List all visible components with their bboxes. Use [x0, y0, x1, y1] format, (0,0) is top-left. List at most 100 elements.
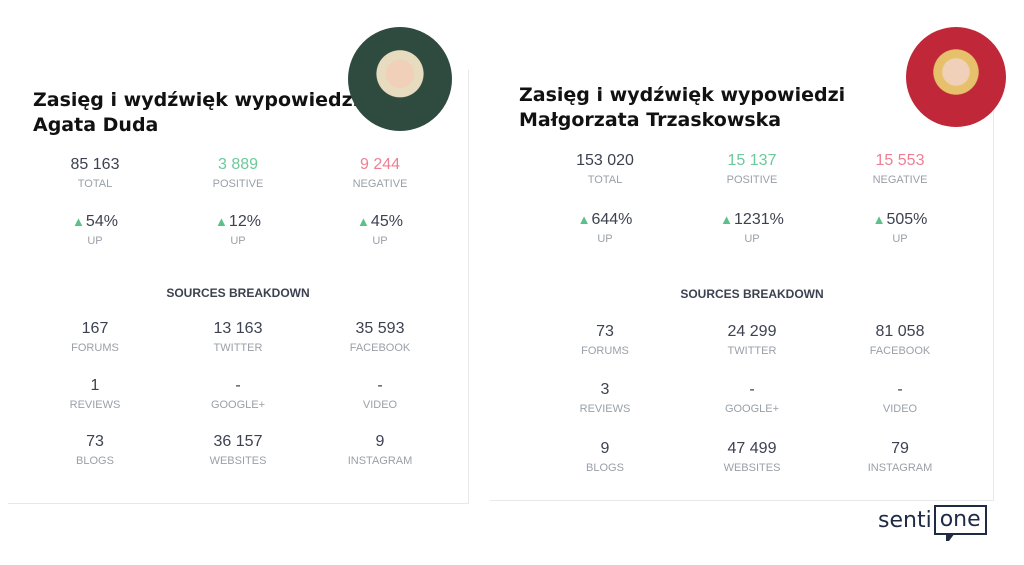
source-google-plus-value: - [168, 376, 308, 396]
source-facebook-number: 35 593 [355, 320, 405, 337]
source-twitter: 24 299 TWITTER [682, 322, 822, 358]
panel-title: Zasięg i wydźwięk wypowiedzi Małgorzata T… [519, 83, 845, 133]
source-reviews-value: 3 [535, 380, 675, 400]
source-google-plus-label: GOOGLE+ [210, 399, 266, 411]
stat-positive-number: 15 137 [727, 152, 777, 169]
source-google-plus-value: - [682, 380, 822, 400]
change-0-label: UP [597, 233, 613, 245]
source-twitter-number: 13 163 [213, 320, 263, 337]
stat-total-label: TOTAL [77, 178, 113, 190]
arrow-up-icon: ▲ [577, 212, 591, 227]
source-websites-number: 47 499 [727, 440, 777, 457]
arrow-up-icon: ▲ [215, 214, 228, 229]
source-google-plus-label: GOOGLE+ [724, 403, 780, 415]
source-video-label: VIDEO [362, 399, 398, 411]
change-0-value: ▲644% [535, 210, 675, 230]
stat-positive-label: POSITIVE [212, 178, 264, 190]
logo-text-box: one [939, 507, 981, 532]
source-instagram-value: 79 [830, 439, 970, 459]
source-reviews-number: 1 [90, 377, 100, 394]
stat-negative-number: 15 553 [875, 152, 925, 169]
panel-card-1 [490, 60, 994, 501]
source-websites: 47 499 WEBSITES [682, 439, 822, 475]
source-facebook: 81 058 FACEBOOK [830, 322, 970, 358]
arrow-up-icon: ▲ [872, 212, 886, 227]
change-1-label: UP [744, 233, 760, 245]
change-1-number: 12% [228, 213, 261, 230]
source-forums-number: 167 [81, 320, 109, 337]
source-forums: 167 FORUMS [25, 319, 165, 355]
change-0-label: UP [87, 235, 103, 247]
change-1: ▲12% UP [168, 212, 308, 248]
source-websites-value: 47 499 [682, 439, 822, 459]
source-google-plus: - GOOGLE+ [682, 380, 822, 416]
source-instagram-label: INSTAGRAM [347, 455, 413, 467]
source-websites: 36 157 WEBSITES [168, 432, 308, 468]
arrow-up-icon: ▲ [357, 214, 370, 229]
source-twitter: 13 163 TWITTER [168, 319, 308, 355]
source-forums: 73 FORUMS [535, 322, 675, 358]
source-twitter-label: TWITTER [727, 345, 777, 357]
source-reviews-value: 1 [25, 376, 165, 396]
avatar-photo [906, 27, 1006, 127]
source-facebook: 35 593 FACEBOOK [310, 319, 450, 355]
speech-tail-icon [945, 533, 955, 541]
change-0-number: 54% [85, 213, 118, 230]
source-video-label: VIDEO [882, 403, 918, 415]
arrow-up-icon: ▲ [720, 212, 734, 227]
title-line-1: Zasięg i wydźwięk wypowiedzi [33, 89, 360, 111]
source-blogs: 9 BLOGS [535, 439, 675, 475]
source-reviews-number: 3 [600, 381, 610, 398]
source-forums-value: 167 [25, 319, 165, 339]
change-2-value: ▲505% [830, 210, 970, 230]
source-twitter-number: 24 299 [727, 323, 777, 340]
stat-positive: 15 137 POSITIVE [682, 151, 822, 187]
change-0-number: 644% [591, 211, 633, 228]
source-forums-label: FORUMS [581, 345, 629, 357]
panel-title: Zasięg i wydźwięk wypowiedzi Agata Duda [33, 88, 359, 138]
source-facebook-label: FACEBOOK [349, 342, 411, 354]
stat-positive: 3 889 POSITIVE [168, 155, 308, 191]
source-websites-value: 36 157 [168, 432, 308, 452]
stat-negative-label: NEGATIVE [872, 174, 928, 186]
source-blogs-value: 9 [535, 439, 675, 459]
change-2-number: 45% [370, 213, 403, 230]
panel-card-0 [8, 70, 469, 504]
title-line-2: Agata Duda [33, 114, 159, 136]
source-blogs-value: 73 [25, 432, 165, 452]
source-instagram-number: 79 [891, 440, 909, 457]
sources-breakdown-heading: SOURCES BREAKDOWN [166, 286, 310, 300]
source-forums-number: 73 [596, 323, 614, 340]
stat-total-value: 153 020 [535, 151, 675, 171]
stat-negative: 15 553 NEGATIVE [830, 151, 970, 187]
logo-speech-box: one [933, 505, 987, 541]
sources-breakdown-heading: SOURCES BREAKDOWN [680, 287, 824, 301]
source-twitter-label: TWITTER [213, 342, 263, 354]
stat-total-label: TOTAL [587, 174, 623, 186]
source-twitter-value: 24 299 [682, 322, 822, 342]
change-1-number: 1231% [734, 211, 784, 228]
source-blogs-label: BLOGS [586, 462, 624, 474]
source-reviews: 3 REVIEWS [535, 380, 675, 416]
source-video-number: - [377, 377, 383, 394]
stat-positive-value: 15 137 [682, 151, 822, 171]
stat-positive-number: 3 889 [217, 156, 259, 173]
stat-positive-value: 3 889 [168, 155, 308, 175]
source-instagram-value: 9 [310, 432, 450, 452]
source-websites-number: 36 157 [213, 433, 263, 450]
stat-total-number: 85 163 [70, 156, 120, 173]
change-0-value: ▲54% [25, 212, 165, 232]
source-video: - VIDEO [830, 380, 970, 416]
change-2-number: 505% [886, 211, 928, 228]
source-instagram-label: INSTAGRAM [867, 462, 933, 474]
source-video: - VIDEO [310, 376, 450, 412]
source-blogs-number: 73 [86, 433, 104, 450]
title-line-2: Małgorzata Trzaskowska [519, 109, 782, 131]
stat-total-value: 85 163 [25, 155, 165, 175]
source-video-value: - [310, 376, 450, 396]
stat-negative-number: 9 244 [359, 156, 401, 173]
stat-negative-value: 15 553 [830, 151, 970, 171]
change-2-value: ▲45% [310, 212, 450, 232]
change-0: ▲54% UP [25, 212, 165, 248]
source-google-plus: - GOOGLE+ [168, 376, 308, 412]
